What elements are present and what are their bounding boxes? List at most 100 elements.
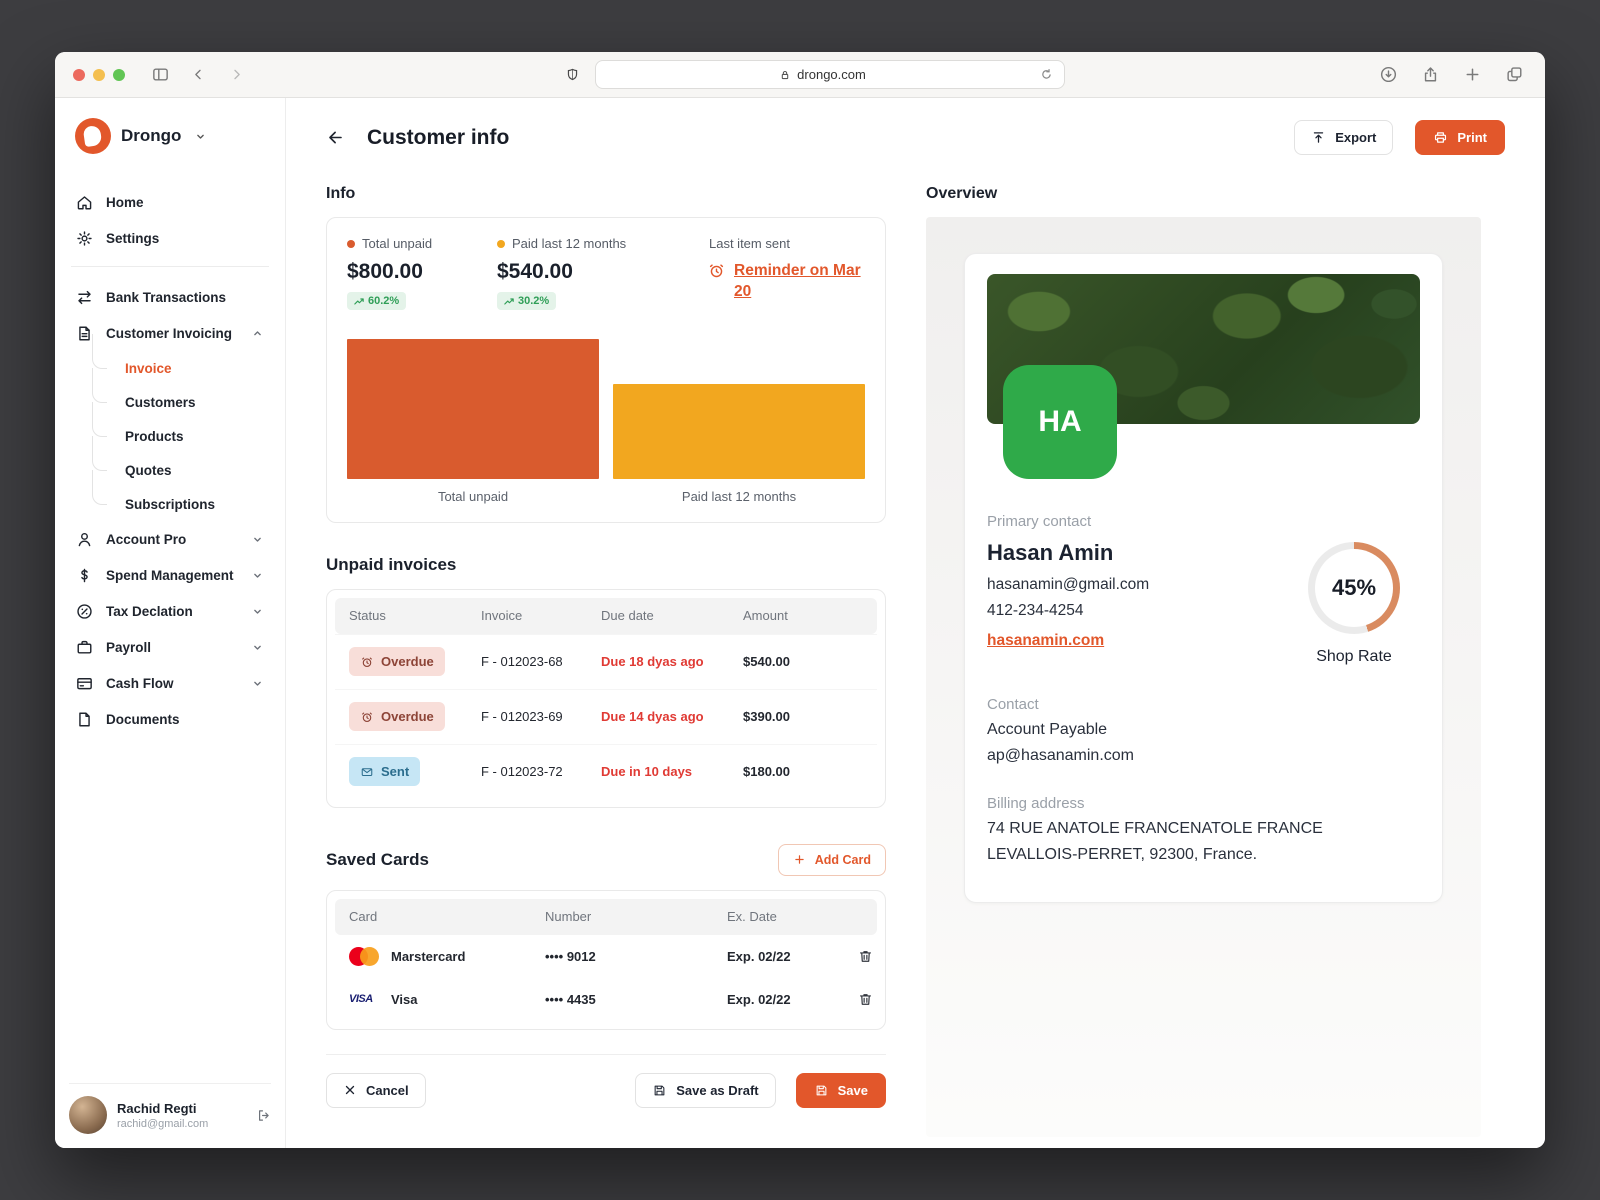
plus-icon bbox=[795, 855, 804, 864]
column-header: Invoice bbox=[481, 608, 523, 623]
sidebar-item-cash-flow[interactable]: Cash Flow bbox=[69, 665, 271, 701]
minimize-window-button[interactable] bbox=[93, 68, 105, 81]
table-row: VISA Visa •••• 4435 Exp. 02/22 bbox=[335, 978, 877, 1021]
save-button[interactable]: Save bbox=[795, 1072, 886, 1108]
sidebar-nav: Home Settings Bank Transactions Customer… bbox=[69, 184, 271, 737]
row-menu-icon[interactable] bbox=[851, 656, 863, 668]
save-draft-button[interactable]: Save as Draft bbox=[635, 1072, 776, 1108]
sidebar-subitem-quotes[interactable]: Quotes bbox=[92, 436, 271, 487]
refresh-icon[interactable] bbox=[1039, 67, 1054, 82]
chevron-down-icon bbox=[254, 645, 261, 650]
briefcase-icon bbox=[77, 640, 92, 654]
stat-value: $800.00 bbox=[347, 260, 423, 283]
alarm-clock-icon bbox=[709, 264, 724, 278]
subitem-label: Quotes bbox=[125, 462, 172, 478]
invoice-number: F - 012023-68 bbox=[481, 654, 563, 669]
sidebar-item-payroll[interactable]: Payroll bbox=[69, 629, 271, 665]
shop-rate-ring: 45% bbox=[1308, 542, 1400, 634]
stat-label: Total unpaid bbox=[362, 236, 433, 251]
browser-forward-icon[interactable] bbox=[223, 62, 249, 88]
table-row: Marstercard •••• 9012 Exp. 02/22 bbox=[335, 935, 877, 978]
printer-icon bbox=[1435, 132, 1447, 143]
sidebar-item-spend-management[interactable]: Spend Management bbox=[69, 557, 271, 593]
person-icon bbox=[78, 532, 91, 546]
export-button[interactable]: Export bbox=[1294, 120, 1394, 155]
delete-card-icon[interactable] bbox=[853, 944, 878, 969]
delete-card-icon[interactable] bbox=[853, 987, 878, 1012]
info-card: Total unpaid $800.00 60.2% Paid last 12 … bbox=[326, 217, 886, 523]
sidebar-item-bank-transactions[interactable]: Bank Transactions bbox=[69, 279, 271, 315]
shield-icon[interactable] bbox=[559, 62, 585, 88]
row-menu-icon[interactable] bbox=[851, 766, 863, 778]
subitem-label: Customers bbox=[125, 394, 196, 410]
browser-back-icon[interactable] bbox=[185, 62, 211, 88]
sidebar-item-customer-invoicing[interactable]: Customer Invoicing bbox=[69, 315, 271, 351]
customer-website-link[interactable]: hasanamin.com bbox=[987, 632, 1105, 649]
sidebar: Drongo Home Settings Bank Transactions bbox=[55, 98, 286, 1148]
billing-address-line1: 74 RUE ANATOLE FRANCENATOLE FRANCE bbox=[987, 820, 1323, 837]
table-row: Sent F - 012023-72 Due in 10 days $180.0… bbox=[335, 743, 877, 799]
reminder-link[interactable]: Reminder on Mar 20 bbox=[734, 262, 861, 300]
tab-overview-icon[interactable] bbox=[1501, 62, 1527, 88]
sidebar-item-label: Account Pro bbox=[106, 531, 187, 547]
info-section-title: Info bbox=[326, 185, 356, 202]
status-text: Sent bbox=[381, 764, 410, 779]
shop-rate-value: 45% bbox=[1331, 575, 1377, 600]
trend-up-icon bbox=[354, 297, 364, 305]
delta-value: 60.2% bbox=[368, 295, 400, 307]
due-date: Due in 10 days bbox=[601, 764, 693, 779]
logout-icon[interactable] bbox=[256, 1108, 271, 1123]
row-menu-icon[interactable] bbox=[851, 711, 863, 723]
workspace-switcher[interactable]: Drongo bbox=[69, 114, 271, 158]
bar-label: Total unpaid bbox=[437, 488, 509, 504]
sidebar-item-tax-declation[interactable]: Tax Declation bbox=[69, 593, 271, 629]
browser-toolbar: drongo.com bbox=[55, 52, 1545, 98]
billing-address-line2: LEVALLOIS-PERRET, 92300, France. bbox=[987, 846, 1258, 863]
cancel-button[interactable]: Cancel bbox=[326, 1072, 426, 1108]
sidebar-item-home[interactable]: Home bbox=[69, 184, 271, 220]
zoom-window-button[interactable] bbox=[113, 68, 125, 81]
invoice-number: F - 012023-72 bbox=[481, 764, 563, 779]
address-bar[interactable]: drongo.com bbox=[595, 60, 1065, 89]
stat-value: $540.00 bbox=[497, 260, 573, 283]
back-button[interactable] bbox=[326, 128, 345, 147]
column-header: Card bbox=[349, 909, 378, 924]
stat-total-unpaid: Total unpaid $800.00 60.2% bbox=[347, 236, 497, 311]
sidebar-divider bbox=[71, 266, 269, 267]
status-text: Overdue bbox=[381, 709, 434, 724]
bar-chart bbox=[347, 329, 865, 479]
downloads-icon[interactable] bbox=[1375, 62, 1401, 88]
column-header: Number bbox=[545, 909, 592, 924]
sidebar-item-account-pro[interactable]: Account Pro bbox=[69, 521, 271, 557]
user-profile[interactable]: Rachid Regti rachid@gmail.com bbox=[69, 1083, 271, 1134]
card-name: Visa bbox=[391, 991, 418, 1007]
add-card-button[interactable]: Add Card bbox=[777, 843, 886, 876]
document-icon bbox=[79, 712, 90, 726]
dollar-icon bbox=[81, 568, 88, 582]
bar-total-unpaid bbox=[347, 338, 599, 479]
customer-phone: 412-234-4254 bbox=[987, 602, 1084, 619]
sidebar-toggle-icon[interactable] bbox=[147, 62, 173, 88]
drongo-logo-icon bbox=[75, 118, 111, 154]
brand-name: Drongo bbox=[121, 126, 182, 145]
sidebar-subitem-customers[interactable]: Customers bbox=[92, 368, 271, 419]
print-label: Print bbox=[1457, 130, 1487, 145]
sidebar-subitem-products[interactable]: Products bbox=[92, 402, 271, 453]
sidebar-item-settings[interactable]: Settings bbox=[69, 220, 271, 256]
save-icon bbox=[654, 1085, 665, 1095]
sidebar-subitem-invoice[interactable]: Invoice bbox=[92, 334, 271, 385]
print-button[interactable]: Print bbox=[1415, 120, 1505, 155]
billing-address-label: Billing address bbox=[987, 795, 1085, 812]
share-icon[interactable] bbox=[1417, 62, 1443, 88]
sidebar-item-label: Settings bbox=[106, 230, 160, 246]
sidebar-subitem-subscriptions[interactable]: Subscriptions bbox=[92, 470, 271, 521]
percent-circle-icon bbox=[77, 603, 92, 619]
close-window-button[interactable] bbox=[73, 68, 85, 81]
export-icon bbox=[1314, 132, 1324, 143]
status-badge: Overdue bbox=[349, 647, 445, 676]
new-tab-icon[interactable] bbox=[1459, 62, 1485, 88]
sidebar-item-documents[interactable]: Documents bbox=[69, 701, 271, 737]
card-number: •••• 9012 bbox=[545, 948, 596, 964]
sidebar-item-label: Payroll bbox=[106, 639, 152, 655]
window-controls bbox=[73, 68, 125, 81]
